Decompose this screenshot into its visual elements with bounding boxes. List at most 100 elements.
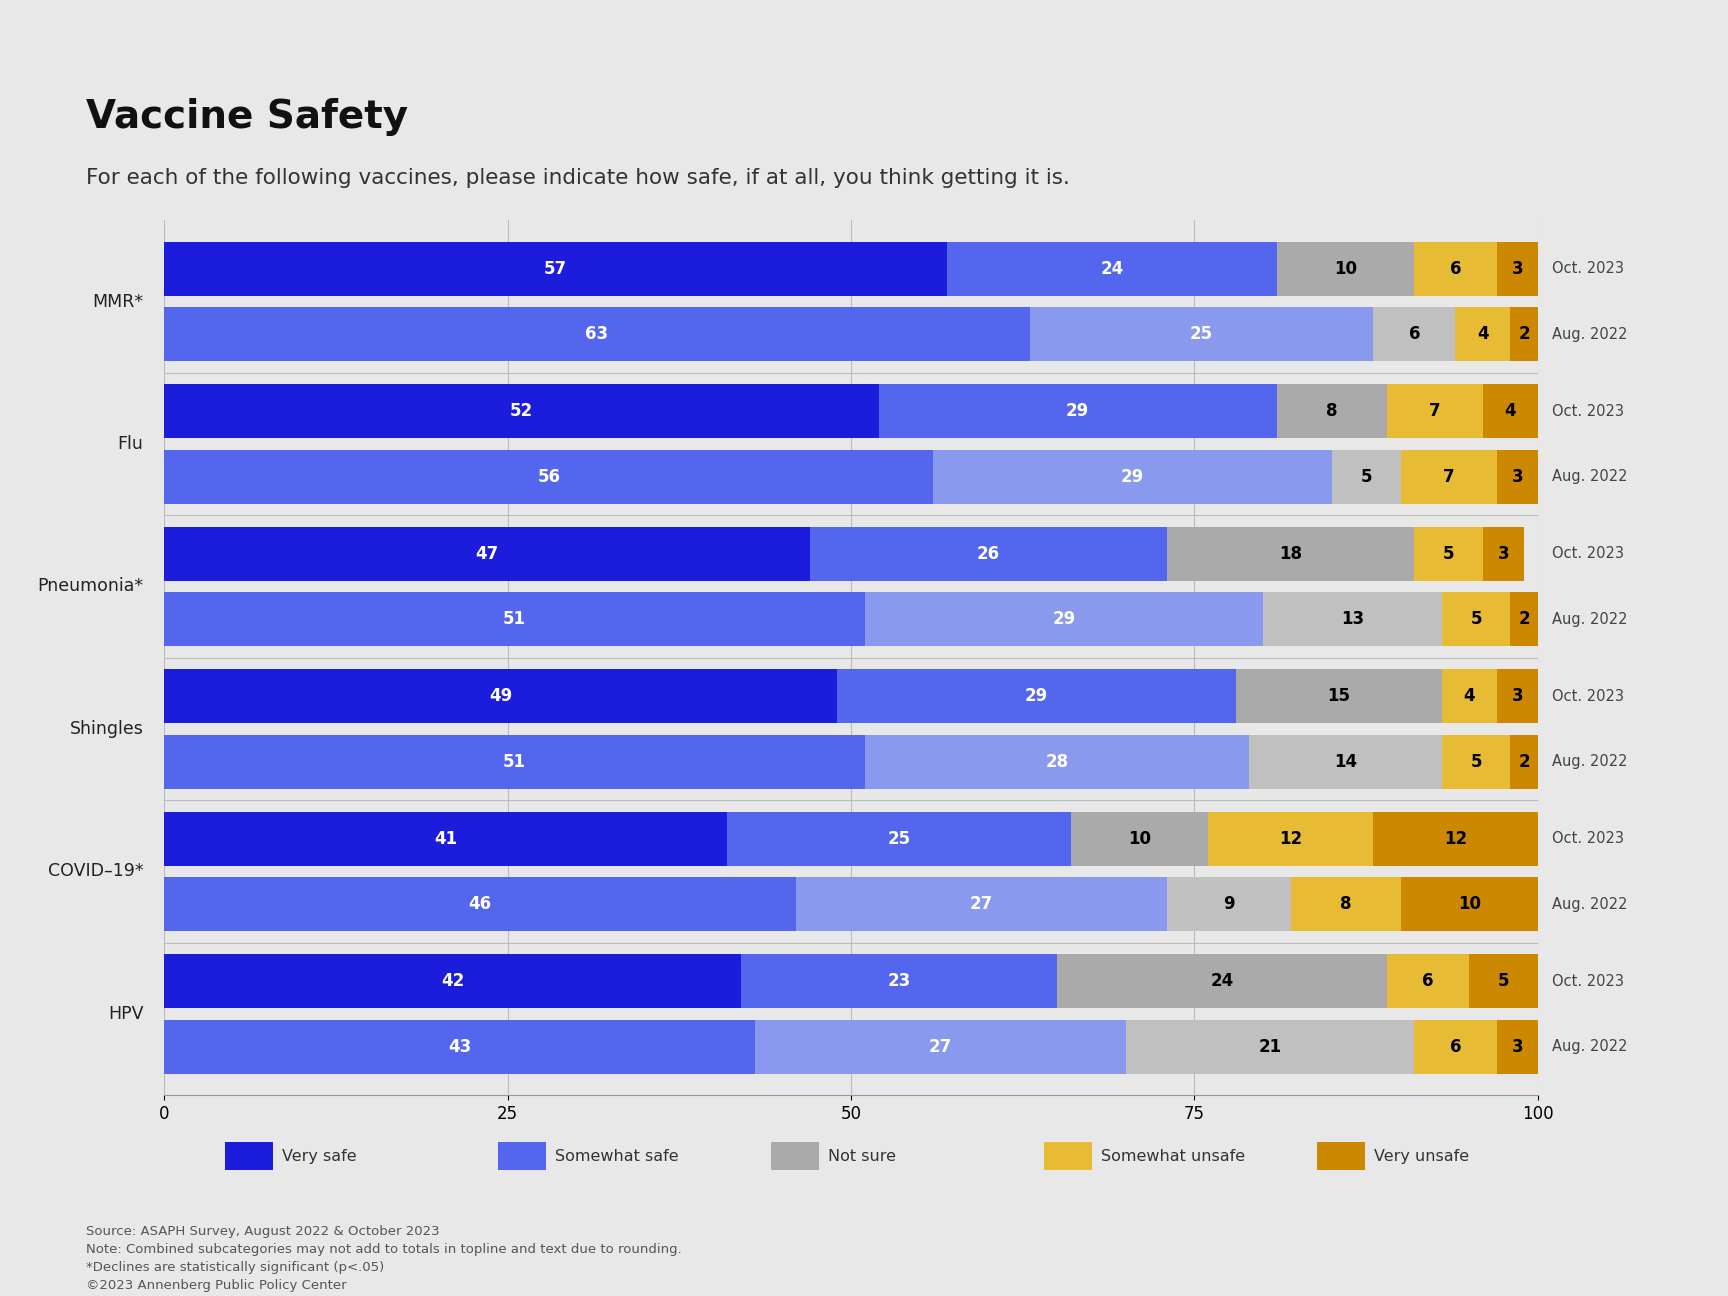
- Text: 6: 6: [1450, 1038, 1462, 1056]
- Bar: [1455, 307, 1510, 362]
- Bar: [741, 954, 1058, 1008]
- Text: 25: 25: [888, 829, 911, 848]
- Text: 10: 10: [1458, 896, 1481, 914]
- Bar: [164, 811, 727, 866]
- Bar: [1483, 526, 1524, 581]
- Bar: [164, 592, 864, 647]
- Bar: [727, 811, 1071, 866]
- Text: 6: 6: [1450, 259, 1462, 277]
- Text: 26: 26: [976, 544, 1001, 562]
- Text: 29: 29: [1025, 687, 1049, 705]
- Bar: [1071, 811, 1208, 866]
- Text: 29: 29: [1121, 468, 1144, 486]
- Text: 29: 29: [1066, 402, 1089, 420]
- Text: 7: 7: [1429, 402, 1441, 420]
- Text: Vaccine Safety: Vaccine Safety: [86, 98, 408, 136]
- Text: 3: 3: [1512, 687, 1522, 705]
- Text: 63: 63: [586, 325, 608, 343]
- Bar: [810, 526, 1166, 581]
- Bar: [1249, 735, 1441, 789]
- Text: MMR*: MMR*: [92, 293, 143, 311]
- Text: Flu: Flu: [118, 435, 143, 454]
- Text: Oct. 2023: Oct. 2023: [1552, 688, 1624, 704]
- Bar: [164, 307, 1030, 362]
- Text: 24: 24: [1210, 972, 1234, 990]
- Bar: [1441, 735, 1510, 789]
- Text: Aug. 2022: Aug. 2022: [1552, 897, 1628, 911]
- Bar: [1496, 241, 1538, 295]
- Bar: [1166, 877, 1291, 932]
- Text: 4: 4: [1505, 402, 1515, 420]
- Text: Shingles: Shingles: [69, 721, 143, 737]
- Bar: [164, 384, 878, 438]
- Text: 14: 14: [1334, 753, 1356, 771]
- Text: For each of the following vaccines, please indicate how safe, if at all, you thi: For each of the following vaccines, plea…: [86, 168, 1070, 188]
- Bar: [1441, 669, 1496, 723]
- Bar: [1496, 1020, 1538, 1074]
- Bar: [1166, 526, 1414, 581]
- Bar: [1236, 669, 1441, 723]
- Bar: [1510, 307, 1538, 362]
- Text: 6: 6: [1408, 325, 1420, 343]
- Text: 5: 5: [1498, 972, 1509, 990]
- Bar: [797, 877, 1166, 932]
- Text: HPV: HPV: [109, 1004, 143, 1023]
- Text: Very unsafe: Very unsafe: [1374, 1148, 1469, 1164]
- Text: 57: 57: [544, 259, 567, 277]
- Bar: [164, 526, 810, 581]
- Bar: [1277, 384, 1388, 438]
- Text: 6: 6: [1422, 972, 1434, 990]
- Text: 49: 49: [489, 687, 513, 705]
- Bar: [1208, 811, 1374, 866]
- Text: 5: 5: [1360, 468, 1372, 486]
- Bar: [864, 735, 1249, 789]
- Text: 41: 41: [434, 829, 458, 848]
- Text: 4: 4: [1477, 325, 1490, 343]
- Text: 15: 15: [1327, 687, 1350, 705]
- Text: 29: 29: [1052, 610, 1075, 629]
- Bar: [1414, 241, 1496, 295]
- Bar: [164, 1020, 755, 1074]
- Text: Very safe: Very safe: [282, 1148, 356, 1164]
- Text: 2: 2: [1519, 325, 1529, 343]
- Bar: [755, 1020, 1127, 1074]
- Text: Oct. 2023: Oct. 2023: [1552, 831, 1624, 846]
- Text: 5: 5: [1471, 610, 1483, 629]
- Text: 12: 12: [1279, 829, 1303, 848]
- Text: 5: 5: [1471, 753, 1483, 771]
- Text: 28: 28: [1045, 753, 1068, 771]
- Text: Oct. 2023: Oct. 2023: [1552, 404, 1624, 419]
- Text: Aug. 2022: Aug. 2022: [1552, 754, 1628, 770]
- Text: 51: 51: [503, 610, 525, 629]
- Bar: [164, 669, 838, 723]
- Bar: [933, 450, 1332, 504]
- Text: 42: 42: [441, 972, 465, 990]
- Bar: [1510, 592, 1538, 647]
- Text: Aug. 2022: Aug. 2022: [1552, 469, 1628, 485]
- Text: 3: 3: [1498, 544, 1509, 562]
- Text: Aug. 2022: Aug. 2022: [1552, 612, 1628, 627]
- Bar: [1441, 592, 1510, 647]
- Bar: [164, 954, 741, 1008]
- Text: 51: 51: [503, 753, 525, 771]
- Text: Oct. 2023: Oct. 2023: [1552, 973, 1624, 989]
- Text: Pneumonia*: Pneumonia*: [38, 578, 143, 595]
- Text: 2: 2: [1519, 753, 1529, 771]
- Text: Aug. 2022: Aug. 2022: [1552, 1039, 1628, 1054]
- Bar: [1483, 384, 1538, 438]
- Text: Oct. 2023: Oct. 2023: [1552, 262, 1624, 276]
- Text: 3: 3: [1512, 259, 1522, 277]
- Text: Oct. 2023: Oct. 2023: [1552, 546, 1624, 561]
- Bar: [1277, 241, 1414, 295]
- Bar: [1510, 735, 1538, 789]
- Text: 7: 7: [1443, 468, 1455, 486]
- Text: 2: 2: [1519, 610, 1529, 629]
- Bar: [878, 384, 1277, 438]
- Text: 43: 43: [448, 1038, 472, 1056]
- Bar: [1414, 1020, 1496, 1074]
- Text: COVID–19*: COVID–19*: [48, 862, 143, 880]
- Bar: [1332, 450, 1401, 504]
- Text: 10: 10: [1334, 259, 1356, 277]
- Bar: [1374, 307, 1455, 362]
- Text: 4: 4: [1464, 687, 1476, 705]
